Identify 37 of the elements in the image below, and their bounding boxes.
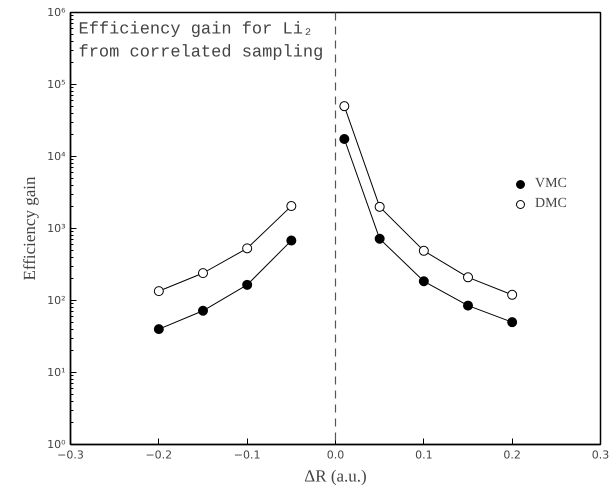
x-axis-title: ΔR (a.u.) [304, 466, 367, 486]
point [286, 236, 296, 246]
point [154, 324, 164, 334]
y-tick-label: 10⁴ [47, 150, 66, 163]
point [198, 268, 208, 278]
y-tick-label: 10² [47, 294, 66, 307]
point [418, 246, 429, 256]
y-tick-label: 10³ [47, 222, 66, 235]
x-tick-label: 0.2 [503, 448, 521, 462]
annotation: Efficiency gain for Li₂ from correlated sampling [78, 20, 324, 62]
y-axis-title: Efficiency gain [20, 176, 40, 280]
x-tick-label: −0.2 [145, 448, 172, 462]
point [242, 243, 252, 254]
point [286, 201, 296, 212]
y-tick-label: 10⁶ [47, 6, 66, 19]
point [339, 134, 350, 144]
point [198, 306, 208, 316]
point [507, 290, 518, 300]
x-tick-label: 0.3 [592, 448, 610, 462]
y-tick-label: 10⁵ [47, 78, 66, 91]
y-tick-label: 10¹ [47, 366, 66, 379]
legend-label: DMC [535, 196, 567, 212]
x-tick-label: 0.0 [326, 448, 344, 462]
legend-label: VMC [535, 176, 567, 192]
x-tick-label: 0.1 [415, 448, 433, 462]
point [374, 202, 385, 212]
point [418, 276, 429, 286]
point [242, 280, 252, 290]
point [374, 234, 385, 244]
x-tick-label: −0.3 [57, 448, 84, 462]
point [507, 317, 518, 328]
point [463, 272, 473, 282]
point [339, 101, 350, 112]
point [463, 300, 473, 311]
y-tick-label: 10⁰ [47, 438, 66, 451]
x-tick-label: −0.1 [234, 448, 261, 462]
point [154, 286, 164, 296]
